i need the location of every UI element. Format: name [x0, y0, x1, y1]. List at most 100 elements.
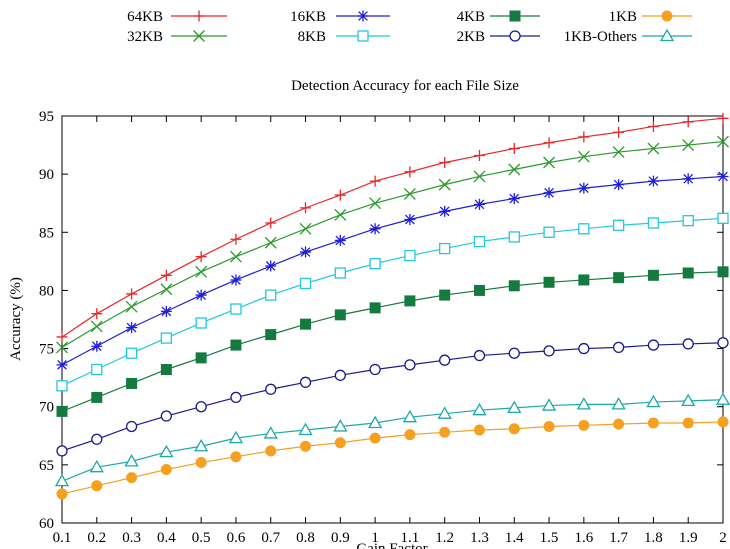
data-point [334, 437, 346, 449]
data-point [126, 288, 138, 300]
data-point [265, 383, 277, 395]
data-point [265, 260, 277, 272]
data-point [717, 266, 729, 278]
series-line-4kb [61, 271, 724, 412]
data-point [334, 234, 346, 246]
data-point [300, 318, 312, 330]
plot-frame [61, 115, 724, 524]
data-point [56, 405, 68, 417]
data-point [682, 215, 694, 227]
legend-entry-8kb: 8KB [298, 29, 390, 45]
legend-entry-4kb: 4KB [457, 9, 540, 25]
data-point [124, 454, 139, 467]
data-point [647, 417, 659, 429]
data-point [647, 175, 659, 187]
data-point [715, 392, 730, 405]
data-point [508, 347, 520, 359]
data-point [439, 354, 451, 366]
data-point [230, 339, 242, 351]
data-point [334, 309, 346, 321]
data-point [333, 419, 348, 432]
legend-entry-1kb-others: 1KB-Others [564, 28, 692, 45]
data-point [160, 364, 172, 376]
x-tick-label: 1.9 [679, 530, 698, 546]
data-point [473, 170, 486, 183]
data-point [160, 332, 173, 344]
x-tick-label: 1.5 [540, 530, 559, 546]
data-point [89, 459, 104, 473]
y-tick-label: 75 [39, 342, 54, 358]
data-point [56, 341, 68, 354]
data-point [369, 432, 381, 444]
legend-label: 64KB [127, 9, 163, 25]
data-point [646, 394, 661, 408]
data-point [404, 213, 416, 225]
data-point [404, 429, 416, 441]
x-tick-label: 1.3 [470, 530, 489, 546]
data-point [541, 398, 557, 411]
data-point [298, 422, 313, 436]
data-point [473, 349, 486, 362]
data-point [369, 302, 381, 314]
data-point [611, 397, 626, 410]
data-point [403, 187, 416, 200]
series-1kb-others [54, 392, 730, 487]
data-point [682, 267, 694, 279]
data-point [578, 274, 590, 286]
y-tick-label: 90 [39, 167, 54, 183]
data-point [194, 438, 209, 452]
x-tick-label: 1.8 [644, 530, 663, 546]
data-point [299, 222, 312, 235]
data-point [54, 473, 70, 487]
x-tick-label: 0.3 [122, 530, 141, 546]
data-point [230, 451, 242, 463]
series-line-8kb [61, 217, 724, 387]
y-axis-label: Accuracy (%) [8, 277, 24, 361]
x-tick-label: 0.9 [331, 530, 350, 546]
x-tick-label: 0.2 [87, 530, 106, 546]
data-point [404, 166, 416, 178]
data-point [682, 116, 694, 128]
data-point [160, 305, 172, 317]
data-point [334, 267, 346, 279]
data-point [230, 233, 242, 245]
data-point [369, 258, 381, 270]
legend-label: 8KB [298, 29, 326, 45]
data-point [508, 163, 521, 176]
x-axis: 0.1 0.2 0.3 0.4 0.5 0.6 0.7 0.8 0.9 1 1.1 1.2 1.3 1.4… [53, 116, 727, 546]
data-point [613, 418, 625, 430]
data-point [56, 445, 68, 457]
data-point [613, 272, 625, 284]
legend-marker [193, 30, 205, 42]
legend-marker [661, 10, 673, 22]
data-point [543, 187, 555, 199]
data-point [613, 179, 625, 191]
data-point [126, 322, 138, 334]
legend-label: 16KB [290, 9, 326, 25]
data-point [334, 369, 346, 381]
series-1kb [56, 416, 729, 500]
data-point [265, 289, 277, 301]
series-line-2kb [61, 342, 724, 452]
data-point [56, 359, 68, 371]
y-tick-label: 80 [39, 283, 54, 299]
x-tick-label: 0.7 [261, 530, 280, 546]
data-point [402, 409, 418, 423]
legend-marker [659, 28, 675, 42]
data-point [508, 143, 520, 155]
series-64kb [56, 112, 729, 343]
data-point [543, 420, 555, 432]
data-point [717, 337, 729, 349]
legend-entry-16kb: 16KB [290, 9, 390, 25]
data-point [438, 178, 451, 191]
data-point [91, 308, 103, 320]
x-tick-label: 0.5 [192, 530, 211, 546]
x-tick-label: 1.4 [505, 530, 524, 546]
data-point [507, 400, 522, 414]
data-point [160, 410, 173, 422]
data-point [717, 135, 729, 148]
data-point [647, 217, 660, 229]
x-tick-label: 1.7 [609, 530, 628, 546]
data-point [473, 284, 485, 296]
data-point [681, 393, 696, 407]
